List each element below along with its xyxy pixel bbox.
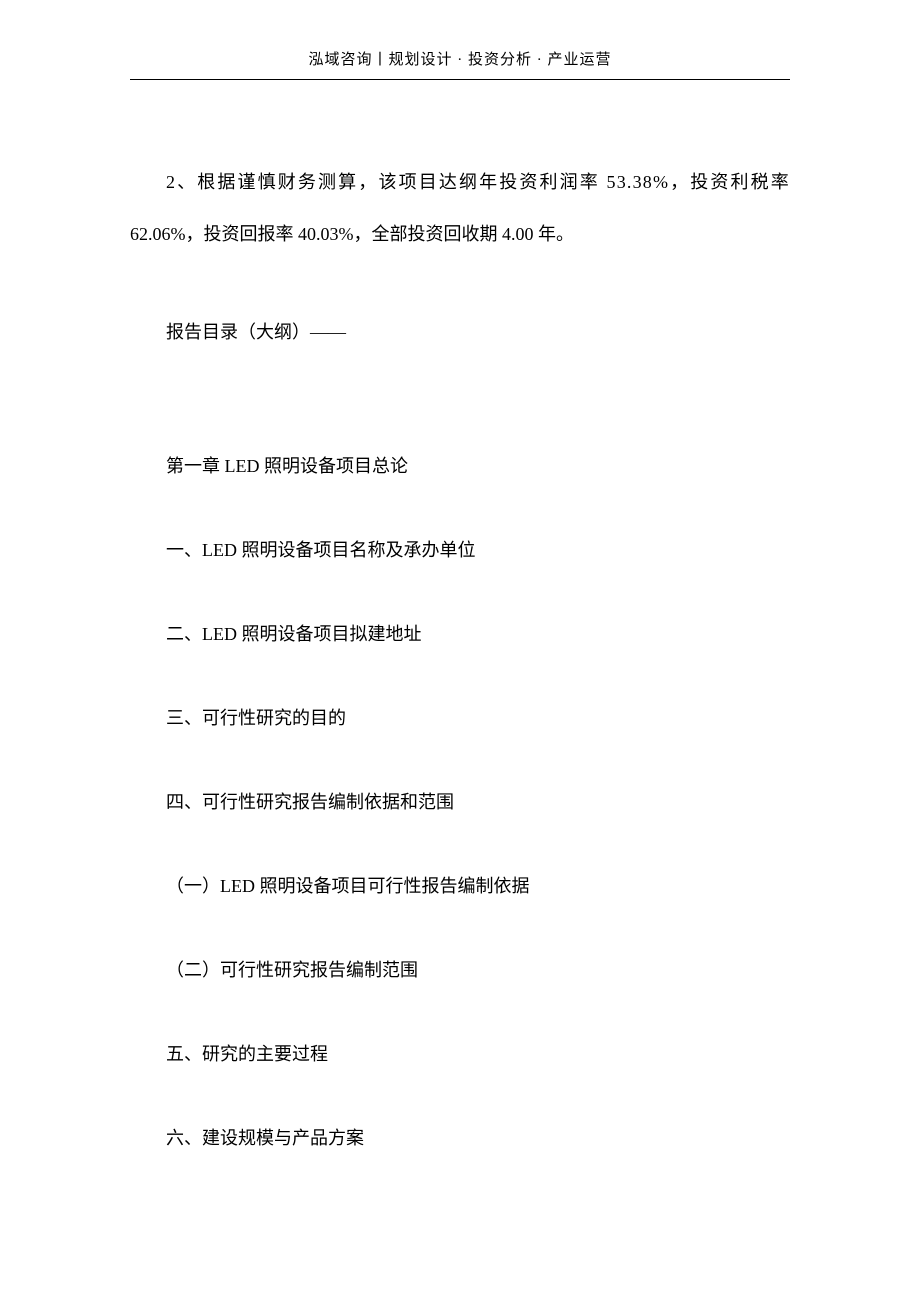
toc-item-section-4: 四、可行性研究报告编制依据和范围 <box>130 784 790 820</box>
financial-paragraph: 2、根据谨慎财务测算，该项目达纲年投资利润率 53.38%，投资利税率 62.0… <box>130 148 790 252</box>
page-header: 泓域咨询丨规划设计 · 投资分析 · 产业运营 <box>130 48 790 80</box>
toc-item-chapter-1: 第一章 LED 照明设备项目总论 <box>130 448 790 484</box>
toc-item-subsection-4-2: （二）可行性研究报告编制范围 <box>130 952 790 988</box>
toc-item-section-2: 二、LED 照明设备项目拟建地址 <box>130 616 790 652</box>
toc-item-section-5: 五、研究的主要过程 <box>130 1036 790 1072</box>
financial-paragraph-line1: 2、根据谨慎财务测算，该项目达纲年投资利润率 53.38%，投资利税率 <box>130 148 790 216</box>
toc-item-subsection-4-1: （一）LED 照明设备项目可行性报告编制依据 <box>130 868 790 904</box>
toc-item-section-1: 一、LED 照明设备项目名称及承办单位 <box>130 532 790 568</box>
document-body: 2、根据谨慎财务测算，该项目达纲年投资利润率 53.38%，投资利税率 62.0… <box>130 148 790 1156</box>
toc-item-section-6: 六、建设规模与产品方案 <box>130 1120 790 1156</box>
document-page: 泓域咨询丨规划设计 · 投资分析 · 产业运营 2、根据谨慎财务测算，该项目达纲… <box>0 0 920 1302</box>
toc-item-section-3: 三、可行性研究的目的 <box>130 700 790 736</box>
financial-paragraph-line2: 62.06%，投资回报率 40.03%，全部投资回收期 4.00 年。 <box>130 216 790 252</box>
toc-title: 报告目录（大纲）—— <box>130 314 790 350</box>
header-text: 泓域咨询丨规划设计 · 投资分析 · 产业运营 <box>309 52 612 68</box>
